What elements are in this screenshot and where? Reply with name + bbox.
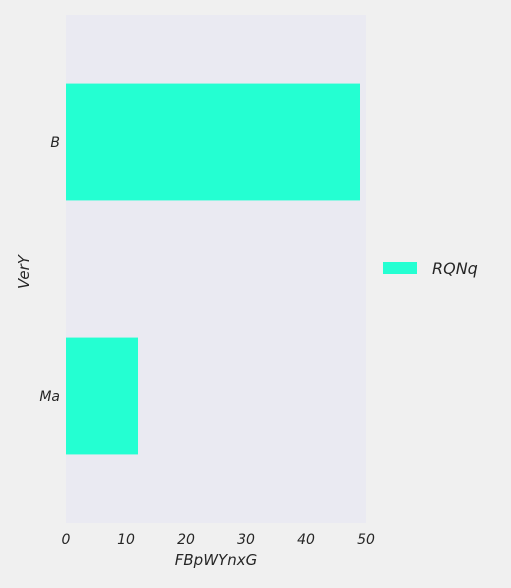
y-tick-labels: B Ma [39, 135, 60, 405]
bar-ma [66, 337, 138, 455]
bar-b [66, 83, 360, 201]
x-tick-label: 30 [237, 532, 255, 548]
legend: RQNq [383, 259, 478, 278]
x-tick-label: 10 [117, 532, 135, 548]
y-tick-label: B [50, 135, 60, 151]
y-tick-label: Ma [39, 389, 60, 405]
x-tick-labels: 0 10 20 30 40 50 [62, 532, 375, 548]
legend-label: RQNq [432, 259, 478, 278]
x-tick-label: 40 [297, 532, 315, 548]
bars-group [66, 83, 360, 455]
legend-swatch [383, 262, 417, 274]
y-axis-label: VerY [15, 253, 33, 289]
x-tick-label: 20 [177, 532, 195, 548]
x-tick-label: 50 [357, 532, 375, 548]
x-tick-label: 0 [62, 532, 71, 548]
x-axis-label: FBpWYnxG [175, 551, 257, 569]
